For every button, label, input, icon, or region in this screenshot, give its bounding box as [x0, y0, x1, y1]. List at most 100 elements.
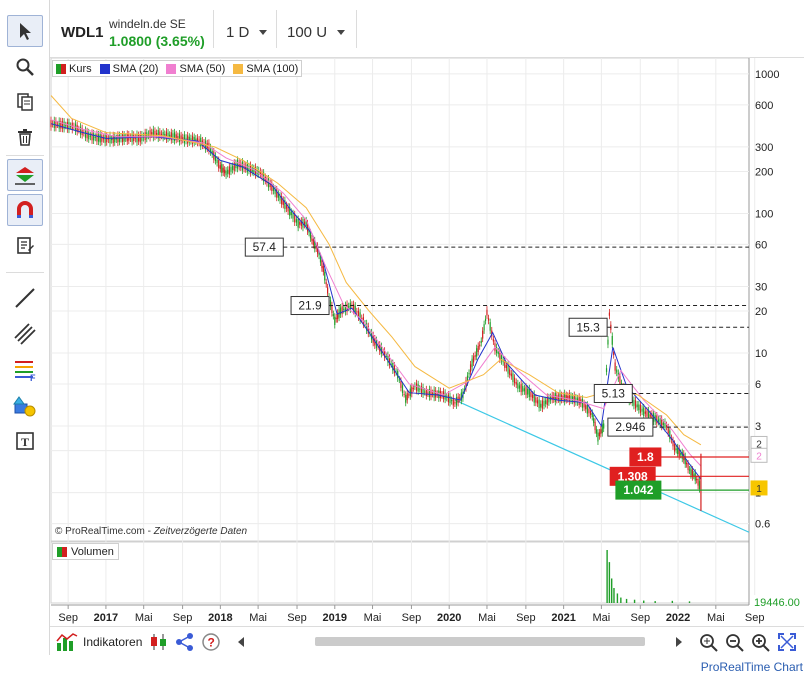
bottom-toolbar: Indikatoren ? — [50, 626, 804, 656]
price-candle — [248, 166, 250, 171]
help-icon[interactable]: ? — [200, 632, 222, 652]
price-candle — [81, 128, 83, 136]
notes-icon[interactable] — [7, 230, 43, 262]
indicators-button[interactable]: Indikatoren — [56, 632, 142, 652]
price-candle — [243, 164, 245, 169]
price-candle — [613, 351, 615, 356]
timeframe-dropdown[interactable]: 1 D — [226, 24, 268, 41]
fullscreen-icon[interactable] — [776, 632, 798, 652]
price-candle — [349, 302, 351, 310]
trend-line-icon[interactable] — [7, 282, 43, 314]
price-candle — [496, 347, 498, 353]
watermark-brand: © ProRealTime.com — [55, 526, 145, 537]
scrollbar-thumb[interactable] — [315, 637, 645, 646]
x-tick-label: Mai — [707, 612, 725, 624]
footer-brand[interactable]: ProRealTime Chart — [700, 660, 803, 674]
text-tool-icon[interactable]: T — [7, 425, 43, 457]
volume-bar — [654, 601, 656, 603]
price-candle — [284, 200, 286, 209]
zoom-out-icon[interactable] — [724, 632, 746, 652]
search-icon[interactable] — [7, 51, 43, 83]
price-candle — [60, 121, 62, 129]
legend-item-sma100[interactable]: SMA (100) — [233, 63, 298, 75]
price-candle — [334, 316, 336, 325]
price-candle — [290, 211, 292, 216]
price-candle — [299, 221, 301, 225]
shapes-icon[interactable] — [7, 390, 43, 422]
price-candle — [487, 318, 490, 321]
price-candle — [479, 344, 481, 347]
legend-item-kurs[interactable]: Kurs — [56, 63, 92, 75]
price-candle — [151, 132, 153, 135]
ticker-symbol[interactable]: WDL1 — [61, 24, 104, 41]
price-candle — [636, 404, 638, 408]
price-candle — [361, 318, 363, 320]
buy-sell-icon[interactable] — [7, 159, 43, 191]
price-candle — [76, 125, 78, 132]
scroll-right-icon[interactable] — [668, 632, 690, 652]
horizontal-scrollbar[interactable] — [315, 637, 645, 646]
price-candle — [522, 386, 524, 392]
price-candle — [279, 195, 281, 201]
price-candle — [309, 232, 312, 239]
price-candle — [359, 312, 361, 321]
price-candle — [138, 135, 140, 142]
price-candle — [354, 305, 356, 314]
price-candle — [480, 340, 482, 344]
y-tick-label: 300 — [755, 142, 773, 154]
price-candle — [261, 172, 263, 178]
price-candle — [672, 440, 674, 447]
x-tick-label: 2021 — [551, 612, 575, 624]
price-candle — [616, 369, 618, 373]
volume-legend[interactable]: Volumen — [52, 543, 119, 560]
volume-value-box — [751, 595, 804, 609]
price-candle — [185, 137, 187, 141]
price-candle — [117, 134, 119, 143]
volume-last-value: 19446.00 — [754, 597, 800, 609]
price-candle — [601, 424, 603, 434]
price-candle — [590, 411, 592, 416]
price-candle — [428, 389, 431, 398]
price-candle — [94, 136, 96, 138]
level-label-box — [607, 417, 654, 437]
magnet-icon[interactable] — [7, 194, 43, 226]
copy-icon[interactable] — [7, 86, 43, 118]
zoom-area-icon[interactable] — [698, 632, 720, 652]
chart-legend: Kurs SMA (20) SMA (50) SMA (100) — [52, 60, 303, 77]
price-candle — [572, 396, 574, 401]
price-candle — [321, 260, 323, 269]
y-tick-label: 100 — [755, 208, 773, 220]
candle-style-icon[interactable] — [148, 632, 170, 652]
fibonacci-icon[interactable]: F — [7, 354, 43, 386]
legend-item-sma20[interactable]: SMA (20) — [99, 63, 158, 75]
trash-icon[interactable] — [7, 121, 43, 153]
price-candle — [89, 135, 91, 137]
units-dropdown[interactable]: 100 U — [287, 24, 346, 41]
price-candle — [307, 223, 309, 232]
chart-grid — [50, 57, 756, 606]
zoom-in-icon[interactable] — [750, 632, 772, 652]
legend-item-sma50[interactable]: SMA (50) — [166, 63, 225, 75]
x-tick-label: Mai — [249, 612, 267, 624]
drawing-toolbar: F T — [0, 0, 50, 655]
price-candle — [227, 169, 229, 174]
price-candle — [195, 138, 197, 142]
price-candle — [322, 265, 324, 273]
price-candle — [331, 305, 333, 314]
price-candle — [431, 393, 434, 395]
price-candle — [84, 129, 87, 138]
y-tick-label: 0.6 — [755, 519, 770, 531]
price-candle — [96, 133, 98, 142]
price-candle — [471, 358, 473, 368]
price-candle — [107, 138, 109, 140]
price-candle — [693, 474, 695, 476]
scroll-left-icon[interactable] — [230, 632, 252, 652]
x-tick-label: Sep — [516, 612, 536, 624]
pointer-icon[interactable] — [7, 15, 43, 47]
price-candle — [300, 220, 302, 226]
share-icon[interactable] — [174, 632, 196, 652]
price-candle — [401, 385, 404, 393]
price-candle — [318, 253, 320, 256]
parallel-channel-icon[interactable] — [7, 318, 43, 350]
